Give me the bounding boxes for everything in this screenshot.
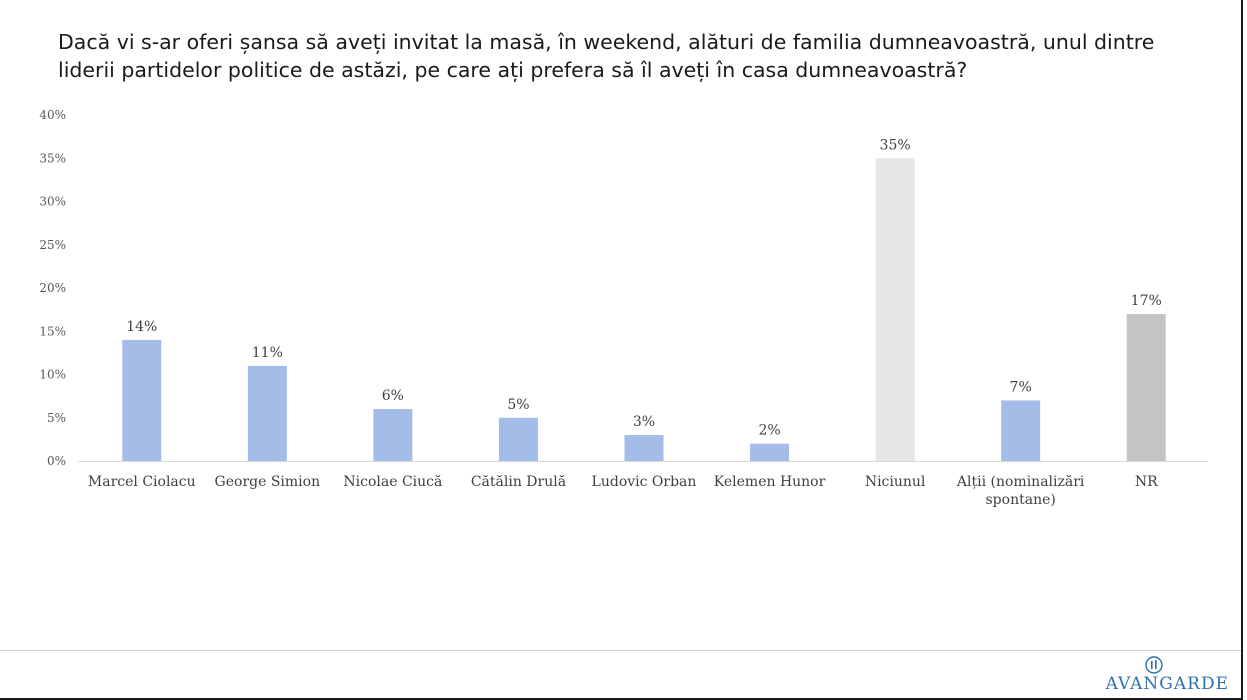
category-label: Ludovic Orban [592, 474, 697, 490]
category-labels-group: Marcel Ciolacu George Simion Nicolae Ciucă… [88, 474, 1158, 508]
y-tick-label: 40% [39, 108, 66, 122]
bar [498, 417, 538, 461]
value-labels-group: 14% 11% 6% 5% 3% 2% 35% 7% 17% [126, 137, 1162, 438]
bar [624, 435, 664, 461]
avangarde-logo: AVANGARDE [1089, 654, 1229, 696]
logo-text: AVANGARDE [1105, 674, 1229, 694]
bar [122, 339, 162, 461]
data-label: 35% [880, 137, 911, 153]
data-label: 7% [1010, 379, 1032, 395]
data-label: 6% [382, 388, 404, 404]
category-label: Marcel Ciolacu [88, 474, 196, 490]
question-title: Dacă vi s-ar oferi șansa să aveți invita… [58, 30, 1155, 82]
y-tick-label: 35% [39, 151, 66, 165]
data-label: 3% [633, 414, 655, 430]
category-label: George Simion [215, 474, 321, 490]
category-label: Niciunul [865, 474, 926, 490]
bar [1001, 400, 1041, 461]
y-tick-label: 25% [39, 238, 66, 252]
bar [1126, 313, 1166, 461]
y-axis: 0% 5% 10% 15% 20% 25% 30% 35% 40% [39, 108, 66, 468]
data-label: 5% [507, 397, 529, 413]
category-label: NR [1135, 474, 1158, 490]
y-tick-label: 15% [39, 324, 66, 338]
y-tick-label: 5% [47, 411, 66, 425]
bar-chart: 0% 5% 10% 15% 20% 25% 30% 35% 40% 14% 11% 6% 5% 3% 2%… [39, 108, 1208, 508]
data-label: 17% [1131, 293, 1162, 309]
bar [875, 158, 915, 461]
category-label: Nicolae Ciucă [343, 474, 442, 490]
bars-group [122, 158, 1166, 461]
y-tick-label: 20% [39, 281, 66, 295]
footer-divider [0, 650, 1241, 651]
y-tick-label: 0% [47, 454, 66, 468]
bar [750, 443, 790, 461]
data-label: 11% [252, 345, 283, 361]
bar [373, 409, 413, 461]
bar [247, 365, 287, 461]
data-label: 14% [126, 319, 157, 335]
category-label: Alții (nominalizări spontane) [956, 474, 1085, 508]
data-label: 2% [758, 423, 780, 439]
y-tick-label: 10% [39, 368, 66, 382]
avangarde-logo-icon [1145, 656, 1163, 674]
category-label: Kelemen Hunor [714, 474, 826, 490]
y-tick-label: 30% [39, 195, 66, 209]
category-label: Cătălin Drulă [471, 474, 566, 490]
